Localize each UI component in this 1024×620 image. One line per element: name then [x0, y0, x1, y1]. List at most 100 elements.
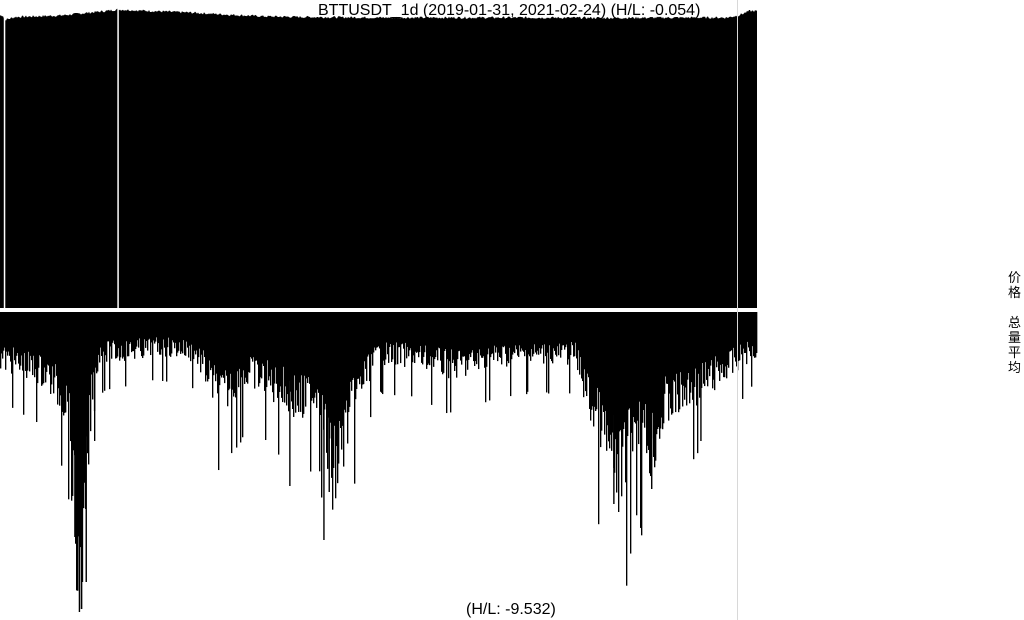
volume-bar: [199, 312, 201, 349]
volume-bar: [744, 312, 746, 354]
volume-bar: [619, 312, 621, 432]
volume-bar: [649, 312, 651, 474]
volume-bar: [306, 312, 308, 379]
volume-bar: [485, 312, 487, 403]
volume-bar: [670, 312, 672, 409]
volume-bar: [588, 312, 590, 378]
volume-bar: [49, 312, 51, 375]
volume-bar: [526, 312, 528, 395]
volume-bar: [366, 312, 368, 381]
volume-bar: [352, 312, 354, 380]
volume-bar: [615, 312, 617, 440]
volume-bar: [268, 312, 270, 381]
volume-bar: [722, 312, 724, 365]
volume-bar: [344, 312, 346, 410]
volume-bar: [525, 312, 527, 351]
volume-bar: [616, 312, 618, 493]
volume-bar: [482, 312, 484, 358]
volume-bar: [720, 312, 722, 365]
volume-bar: [654, 312, 656, 468]
volume-bar: [9, 312, 11, 356]
volume-bar: [172, 312, 174, 341]
volume-bar: [738, 312, 740, 362]
volume-bar: [447, 312, 449, 360]
volume-bar: [242, 312, 244, 438]
volume-bar: [569, 312, 571, 394]
volume-bar: [25, 312, 27, 371]
volume-bar: [683, 312, 685, 386]
volume-bar: [303, 312, 305, 414]
volume-bar: [13, 312, 15, 348]
volume-bar: [274, 312, 276, 384]
volume-bar: [342, 312, 344, 426]
volume-bar: [214, 312, 216, 366]
volume-bar: [296, 312, 298, 391]
volume-bar: [387, 312, 389, 355]
volume-bar: [424, 312, 426, 353]
volume-bar: [564, 312, 566, 350]
volume-bar: [483, 312, 485, 357]
volume-bar: [687, 312, 689, 380]
volume-bar: [233, 312, 235, 397]
volume-bar: [388, 312, 390, 363]
volume-bar: [625, 312, 627, 483]
volume-bar: [458, 312, 460, 352]
volume-panel: [0, 312, 758, 612]
volume-bar: [726, 312, 728, 379]
volume-bar: [373, 312, 375, 353]
volume-bar: [180, 312, 182, 354]
volume-bar: [314, 312, 316, 398]
volume-bar: [277, 312, 279, 398]
volume-bar: [677, 312, 679, 395]
volume-bar: [724, 312, 726, 378]
volume-spike: [328, 312, 330, 492]
volume-bar: [265, 312, 267, 441]
volume-bar: [459, 312, 461, 351]
volume-bar: [62, 312, 64, 412]
volume-bar: [186, 312, 188, 342]
volume-bar: [359, 312, 361, 385]
volume-bar: [565, 312, 567, 348]
volume-bar: [561, 312, 563, 351]
volume-bar: [2, 312, 4, 359]
volume-bar: [505, 312, 507, 354]
volume-bar: [475, 312, 477, 362]
volume-bar: [552, 312, 554, 364]
volume-bar: [259, 312, 261, 384]
volume-bar: [258, 312, 260, 387]
volume-spike: [81, 312, 84, 582]
volume-bar: [32, 312, 34, 376]
volume-bar: [113, 312, 115, 341]
volume-bar: [111, 312, 113, 359]
volume-bar: [554, 312, 556, 351]
volume-bar: [313, 312, 315, 404]
volume-bar: [741, 312, 743, 355]
volume-bar: [275, 312, 277, 368]
volume-bar: [718, 312, 720, 371]
volume-bar: [488, 312, 490, 349]
volume-bar: [582, 312, 584, 382]
volume-bar: [590, 312, 592, 421]
volume-bar: [702, 312, 704, 364]
volume-bar: [139, 312, 141, 339]
volume-bar: [598, 312, 600, 525]
volume-bar: [679, 312, 681, 410]
volume-bar: [155, 312, 157, 342]
volume-bar: [231, 312, 233, 454]
volume-bar: [21, 312, 23, 356]
volume-bar: [603, 312, 605, 412]
volume-bar: [143, 312, 145, 356]
volume-bar: [430, 312, 432, 357]
volume-bar: [538, 312, 540, 355]
volume-bar: [353, 312, 355, 378]
volume-bar: [123, 312, 125, 357]
volume-bar: [383, 312, 385, 361]
volume-bar: [65, 312, 67, 413]
volume-bar: [245, 312, 247, 378]
volume-bar: [326, 312, 328, 453]
volume-bar: [40, 312, 42, 357]
volume-bar: [620, 312, 622, 430]
volume-bar: [573, 312, 575, 357]
volume-bar: [367, 312, 369, 357]
volume-bar: [403, 312, 405, 349]
